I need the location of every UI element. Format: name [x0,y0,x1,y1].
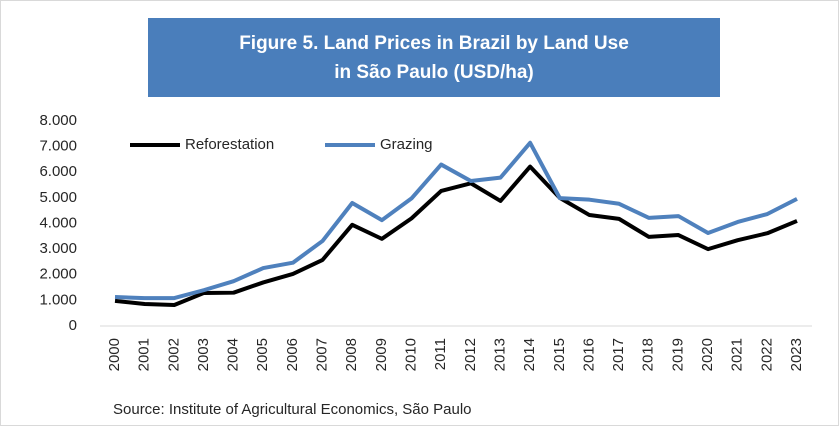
legend-label: Grazing [380,136,433,153]
source-note: Source: Institute of Agricultural Econom… [113,401,472,418]
x-tick-label: 2000 [106,338,123,371]
x-tick-label: 2009 [373,338,390,371]
data-line [114,140,798,301]
x-tick-label: 2004 [225,338,242,371]
x-tick-label: 2005 [254,338,271,371]
x-tick-label: 2020 [699,338,716,371]
y-tick-label: 7.000 [39,138,77,155]
x-tick-label: 2007 [314,338,331,371]
x-tick-label: 2019 [669,338,686,371]
chart-title: Figure 5. Land Prices in Brazil by Land … [239,33,629,54]
x-tick-label: 2018 [640,338,657,371]
x-tick-label: 2011 [432,338,449,370]
x-tick-label: 2003 [195,338,212,371]
y-tick-label: 5.000 [39,189,77,206]
x-tick-label: 2013 [491,338,508,371]
x-tick-label: 2006 [284,338,301,371]
data-line [114,164,798,307]
chart-title: in São Paulo (USD/ha) [334,62,534,83]
y-tick-label: 0 [69,317,77,334]
y-tick-label: 8.000 [39,112,77,129]
legend-label: Reforestation [185,136,274,153]
x-tick-label: 2014 [521,338,538,371]
y-tick-label: 3.000 [39,240,77,257]
x-tick-label: 2016 [580,338,597,371]
y-tick-label: 4.000 [39,214,77,231]
x-tick-label: 2022 [758,338,775,371]
y-tick-label: 6.000 [39,163,77,180]
y-tick-label: 1.000 [39,291,77,308]
x-tick-label: 2021 [729,338,746,371]
title-box [148,18,720,97]
x-tick-label: 2001 [136,338,153,371]
x-tick-label: 2002 [165,338,182,371]
x-tick-label: 2012 [462,338,479,371]
x-tick-label: 2017 [610,338,627,371]
x-tick-label: 2015 [551,338,568,371]
x-tick-label: 2008 [343,338,360,371]
x-tick-label: 2010 [402,338,419,371]
y-tick-label: 2.000 [39,266,77,283]
x-tick-label: 2023 [788,338,805,371]
